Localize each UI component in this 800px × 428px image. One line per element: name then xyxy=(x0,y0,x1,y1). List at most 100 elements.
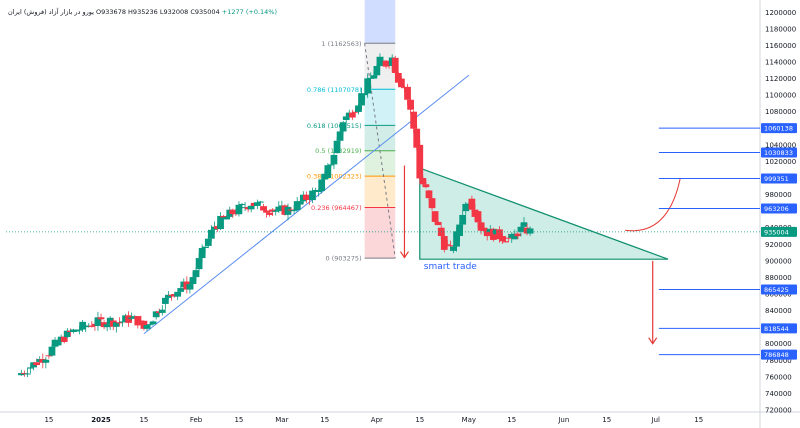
candle-body xyxy=(152,311,160,318)
open-value: O933678 xyxy=(96,8,126,16)
candle-body xyxy=(103,324,111,328)
candle-body xyxy=(223,216,231,220)
price-level-label: 963206 xyxy=(764,205,789,213)
time-tick-label: 15 xyxy=(234,416,243,424)
candle-body xyxy=(505,237,513,239)
candle-body xyxy=(76,329,83,331)
candle-body xyxy=(459,214,467,225)
candle-body xyxy=(63,330,71,338)
date-range-highlight xyxy=(364,0,396,44)
candle-body xyxy=(526,228,534,234)
candle-body xyxy=(517,226,525,232)
candle-body xyxy=(293,201,301,211)
candle-body xyxy=(499,236,506,242)
candle-body xyxy=(247,205,255,210)
candle-body xyxy=(284,206,292,215)
close-value: C935004 xyxy=(190,8,220,16)
price-tick-label: 1040000 xyxy=(765,141,796,149)
candle-body xyxy=(201,246,209,248)
candle-body xyxy=(425,190,433,199)
candle-body xyxy=(443,244,451,246)
price-tick-label: 840000 xyxy=(765,307,792,315)
price-level-tag xyxy=(761,323,797,334)
candle-body xyxy=(511,233,519,240)
fib-level-label: 1 (1162563) xyxy=(321,40,361,48)
candle-body xyxy=(238,203,246,205)
candle-body xyxy=(60,336,68,342)
candle-body xyxy=(290,210,298,212)
current-price-label: 935004 xyxy=(764,228,789,236)
ohlc-legend: یورو در بازار آزاد (فروش) ایران O933678 … xyxy=(8,8,277,16)
candle-body xyxy=(477,222,485,231)
price-level-tag xyxy=(761,284,797,295)
candle-body xyxy=(235,204,243,215)
curved-projection xyxy=(625,177,681,232)
candle-body xyxy=(407,99,414,110)
candle-body xyxy=(431,211,439,222)
candle-body xyxy=(45,355,53,357)
time-tick-label: 15 xyxy=(694,416,703,424)
price-tick-label: 740000 xyxy=(765,390,792,398)
price-tick-label: 1140000 xyxy=(765,59,796,67)
price-level-tag xyxy=(761,123,797,134)
current-price-tag xyxy=(761,226,797,237)
time-tick-label: 15 xyxy=(44,416,53,424)
candle-body xyxy=(358,93,365,106)
candle-body xyxy=(146,324,154,326)
candle-body xyxy=(272,210,280,212)
candle-body xyxy=(416,144,424,179)
price-tick-label: 760000 xyxy=(765,373,792,381)
candle-body xyxy=(54,342,62,346)
drop-arrow-1-head xyxy=(399,251,409,259)
fib-level-label: 0.618 (1063515) xyxy=(307,122,362,130)
candle-body xyxy=(296,201,304,205)
candle-body xyxy=(355,105,362,112)
candle-body xyxy=(260,206,267,211)
candle-body xyxy=(370,75,378,79)
price-tick-label: 1200000 xyxy=(765,9,796,17)
time-tick-label: Mar xyxy=(275,416,288,424)
fib-zone xyxy=(364,89,396,126)
time-tick-label: 15 xyxy=(507,416,516,424)
candle-body xyxy=(520,222,528,227)
candle-body xyxy=(361,93,368,96)
candle-body xyxy=(480,227,488,231)
fib-zone xyxy=(364,150,396,177)
candle-body xyxy=(82,326,90,328)
candle-body xyxy=(391,57,399,73)
candle-body xyxy=(514,233,522,237)
price-tick-label: 900000 xyxy=(765,257,792,265)
candle-body xyxy=(220,215,227,218)
change-value: +1277 (+0.14%) xyxy=(221,8,278,16)
price-tick-label: 880000 xyxy=(765,274,792,282)
candle-body xyxy=(94,317,102,326)
candle-body xyxy=(116,322,123,324)
candle-body xyxy=(324,165,332,178)
candle-body xyxy=(204,238,212,246)
price-level-tag xyxy=(761,173,797,184)
smart-trade-annotation: smart trade xyxy=(424,262,478,272)
price-tick-label: 1160000 xyxy=(765,42,796,50)
candle-body xyxy=(450,246,457,251)
candle-body xyxy=(422,184,430,188)
candle-body xyxy=(269,209,277,212)
time-tick-label: Feb xyxy=(190,416,203,424)
candle-body xyxy=(125,315,132,323)
candle-body xyxy=(73,330,80,332)
price-tick-label: 1080000 xyxy=(765,108,796,116)
candle-body xyxy=(333,140,341,154)
candle-body xyxy=(330,154,338,165)
fib-level-label: 0.382 (1002323) xyxy=(307,173,362,181)
candle-body xyxy=(257,201,264,203)
candle-body xyxy=(263,210,270,213)
price-level-tag xyxy=(761,147,797,158)
candle-body xyxy=(336,131,344,141)
candle-body xyxy=(434,221,442,226)
low-value: L932008 xyxy=(159,8,189,16)
time-tick-label: 15 xyxy=(415,416,424,424)
candle-body xyxy=(348,112,356,118)
time-tick-label: May xyxy=(462,416,476,424)
candle-body xyxy=(177,288,185,292)
